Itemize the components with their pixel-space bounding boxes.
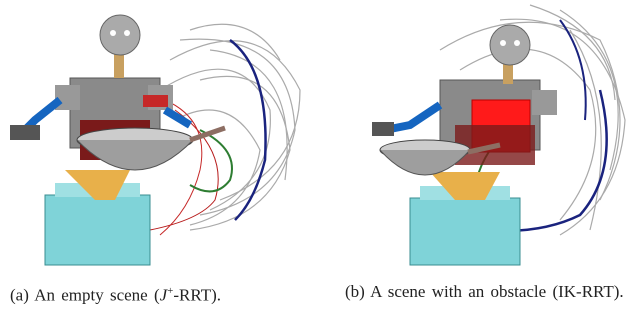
caption: (a) An empty scene (J+-RRT). [10,282,310,305]
caption-text: An empty scene ( [34,286,159,305]
caption-text: A scene with an obstacle (IK-RRT). [370,282,624,301]
robot-image-b [372,5,625,265]
figure-images [0,0,641,270]
robot-image-a [10,15,300,265]
caption-label: (a) [10,286,29,305]
caption: (b) A scene with an obstacle (IK-RRT). [345,282,637,301]
caption-text: -RRT). [173,286,221,305]
caption-label: (b) [345,282,365,301]
figure: (a) An empty scene (J+-RRT). (b) A scene… [0,0,641,322]
